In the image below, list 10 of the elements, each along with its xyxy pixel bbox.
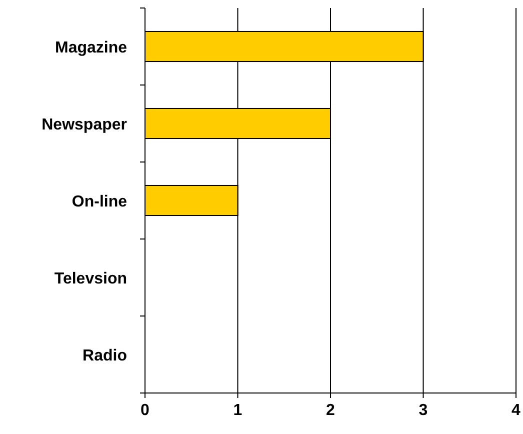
x-tick-label: 2 [326,402,336,419]
y-tick-label: Magazine [54,40,128,56]
x-tick-label: 0 [140,402,150,419]
y-tick-label: Televsion [54,270,127,288]
x-tick-label: 1 [233,402,242,419]
y-tick-label: On-line [72,194,128,210]
x-tick-label: 4 [512,402,521,419]
x-tick-label: 3 [418,402,428,419]
y-tick-label: Newspaper [42,116,127,134]
y-tick-label: Radio [82,348,128,364]
